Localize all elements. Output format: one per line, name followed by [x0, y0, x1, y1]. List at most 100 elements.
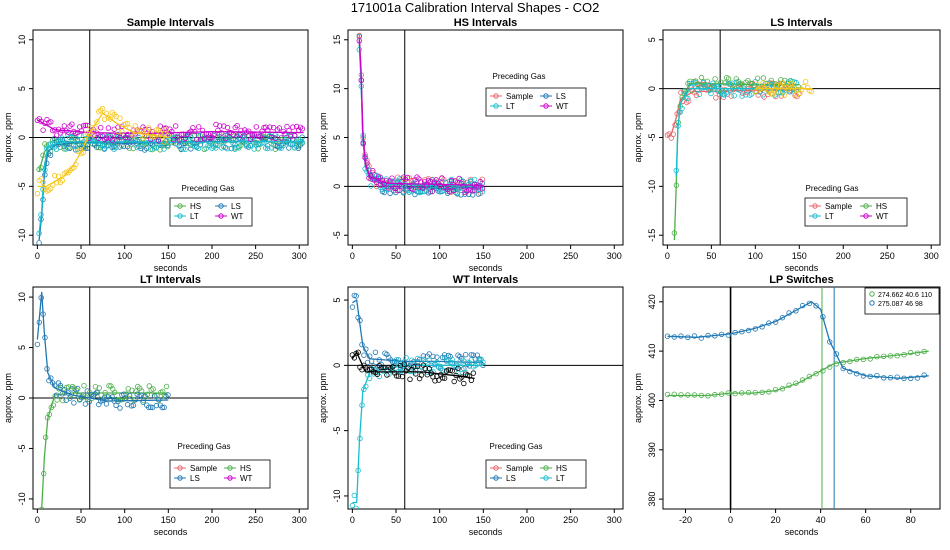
data-point	[36, 230, 42, 236]
legend-entry: HS	[556, 464, 567, 473]
data-point	[151, 145, 157, 151]
data-point	[38, 211, 44, 218]
data-point	[69, 134, 75, 141]
data-point	[664, 391, 671, 398]
data-point	[217, 123, 223, 129]
data-point	[901, 375, 907, 381]
data-point	[461, 380, 467, 387]
series-line	[358, 44, 484, 188]
legend-swatch	[177, 213, 183, 219]
data-point	[908, 349, 914, 356]
data-point	[793, 308, 799, 314]
x-tick-label: 100	[117, 251, 132, 261]
data-point	[887, 375, 894, 381]
data-point	[251, 132, 258, 138]
legend-swatch	[812, 203, 818, 209]
data-point	[103, 401, 110, 407]
data-point	[40, 311, 46, 317]
y-axis-label: approx. ppm	[3, 373, 13, 423]
data-point	[372, 349, 379, 355]
data-point	[276, 125, 283, 131]
legend-entry: Sample	[506, 92, 534, 101]
data-point	[120, 143, 127, 149]
legend-swatch	[543, 475, 549, 481]
data-point	[766, 320, 772, 326]
data-point	[799, 377, 806, 383]
data-point	[779, 386, 786, 392]
data-point	[418, 372, 425, 378]
x-tick-label: 100	[432, 251, 447, 261]
data-point	[360, 140, 366, 147]
data-point	[455, 365, 461, 372]
data-point	[361, 352, 367, 358]
data-point	[847, 368, 853, 375]
legend-entry: WT	[231, 212, 244, 221]
data-point	[439, 367, 446, 373]
data-point	[113, 144, 119, 151]
legend-entry: LS	[190, 474, 200, 483]
x-tick-label: 0	[35, 515, 40, 525]
data-point	[165, 392, 171, 398]
y-tick-label: 5	[332, 298, 342, 303]
data-point	[403, 355, 409, 361]
data-point	[259, 140, 265, 146]
data-point	[813, 303, 819, 309]
data-point	[460, 183, 466, 190]
data-point	[775, 88, 782, 95]
series-line	[358, 39, 484, 189]
data-point	[921, 348, 927, 355]
legend-entry: HS	[190, 202, 201, 211]
data-point	[50, 402, 56, 408]
data-point	[153, 127, 160, 133]
data-point	[65, 390, 71, 396]
series-line	[358, 34, 484, 188]
data-point	[84, 388, 90, 394]
y-tick-label: 10	[17, 292, 27, 302]
data-point	[195, 124, 202, 130]
data-point	[359, 402, 365, 408]
data-point	[752, 89, 758, 95]
data-point	[671, 334, 677, 340]
data-point	[226, 136, 232, 142]
data-point	[671, 230, 678, 236]
data-point	[471, 176, 478, 183]
data-point	[136, 127, 142, 133]
data-point	[94, 119, 100, 125]
x-tick-label: 20	[771, 515, 781, 525]
data-point	[224, 145, 230, 152]
legend-swatch	[227, 475, 233, 481]
page-title: 171001a Calibration Interval Shapes - CO…	[350, 0, 600, 15]
data-point	[470, 188, 476, 194]
data-point	[477, 178, 483, 185]
data-point	[708, 90, 714, 97]
x-tick-label: 0	[35, 251, 40, 261]
data-point	[404, 174, 411, 181]
data-point	[150, 386, 156, 392]
data-point	[785, 86, 791, 92]
data-point	[42, 434, 49, 440]
data-point	[685, 392, 691, 398]
data-point	[786, 310, 792, 316]
data-point	[673, 182, 680, 188]
data-point	[759, 389, 765, 395]
data-point	[142, 133, 148, 140]
y-axis-label: approx. ppm	[318, 373, 328, 423]
x-axis-label: seconds	[785, 263, 819, 273]
data-point	[827, 364, 833, 370]
data-point	[53, 132, 60, 138]
data-point	[466, 187, 472, 193]
legend-entry: 274.662 40.6 110	[878, 292, 932, 299]
x-tick-label: 300	[292, 251, 307, 261]
data-point	[698, 392, 704, 399]
data-point	[132, 123, 138, 129]
data-point	[675, 123, 681, 129]
data-point	[73, 390, 79, 397]
data-point	[195, 145, 202, 152]
legend: Sample LS LT WT	[485, 87, 587, 117]
data-point	[61, 140, 67, 147]
data-point	[716, 83, 722, 89]
x-tick-label: 50	[391, 251, 401, 261]
data-point	[92, 124, 98, 131]
data-point	[153, 144, 159, 151]
data-point	[468, 357, 475, 363]
